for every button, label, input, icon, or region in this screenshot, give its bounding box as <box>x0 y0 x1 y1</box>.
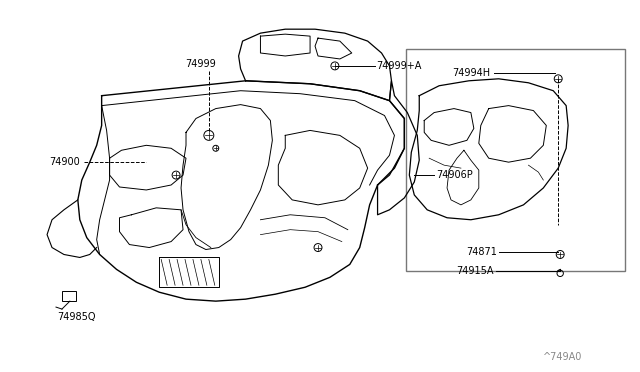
Text: 74900: 74900 <box>49 157 80 167</box>
Text: 74999: 74999 <box>186 59 216 69</box>
Text: 74906P: 74906P <box>436 170 473 180</box>
Text: 74999+A: 74999+A <box>376 61 422 71</box>
Text: 74985Q: 74985Q <box>57 312 95 322</box>
Text: ^749A0: ^749A0 <box>543 352 582 362</box>
Text: 74871: 74871 <box>466 247 497 257</box>
Bar <box>62 291 76 301</box>
Text: 74915A: 74915A <box>456 266 493 276</box>
Bar <box>406 49 625 271</box>
Text: 74994H: 74994H <box>452 68 491 78</box>
